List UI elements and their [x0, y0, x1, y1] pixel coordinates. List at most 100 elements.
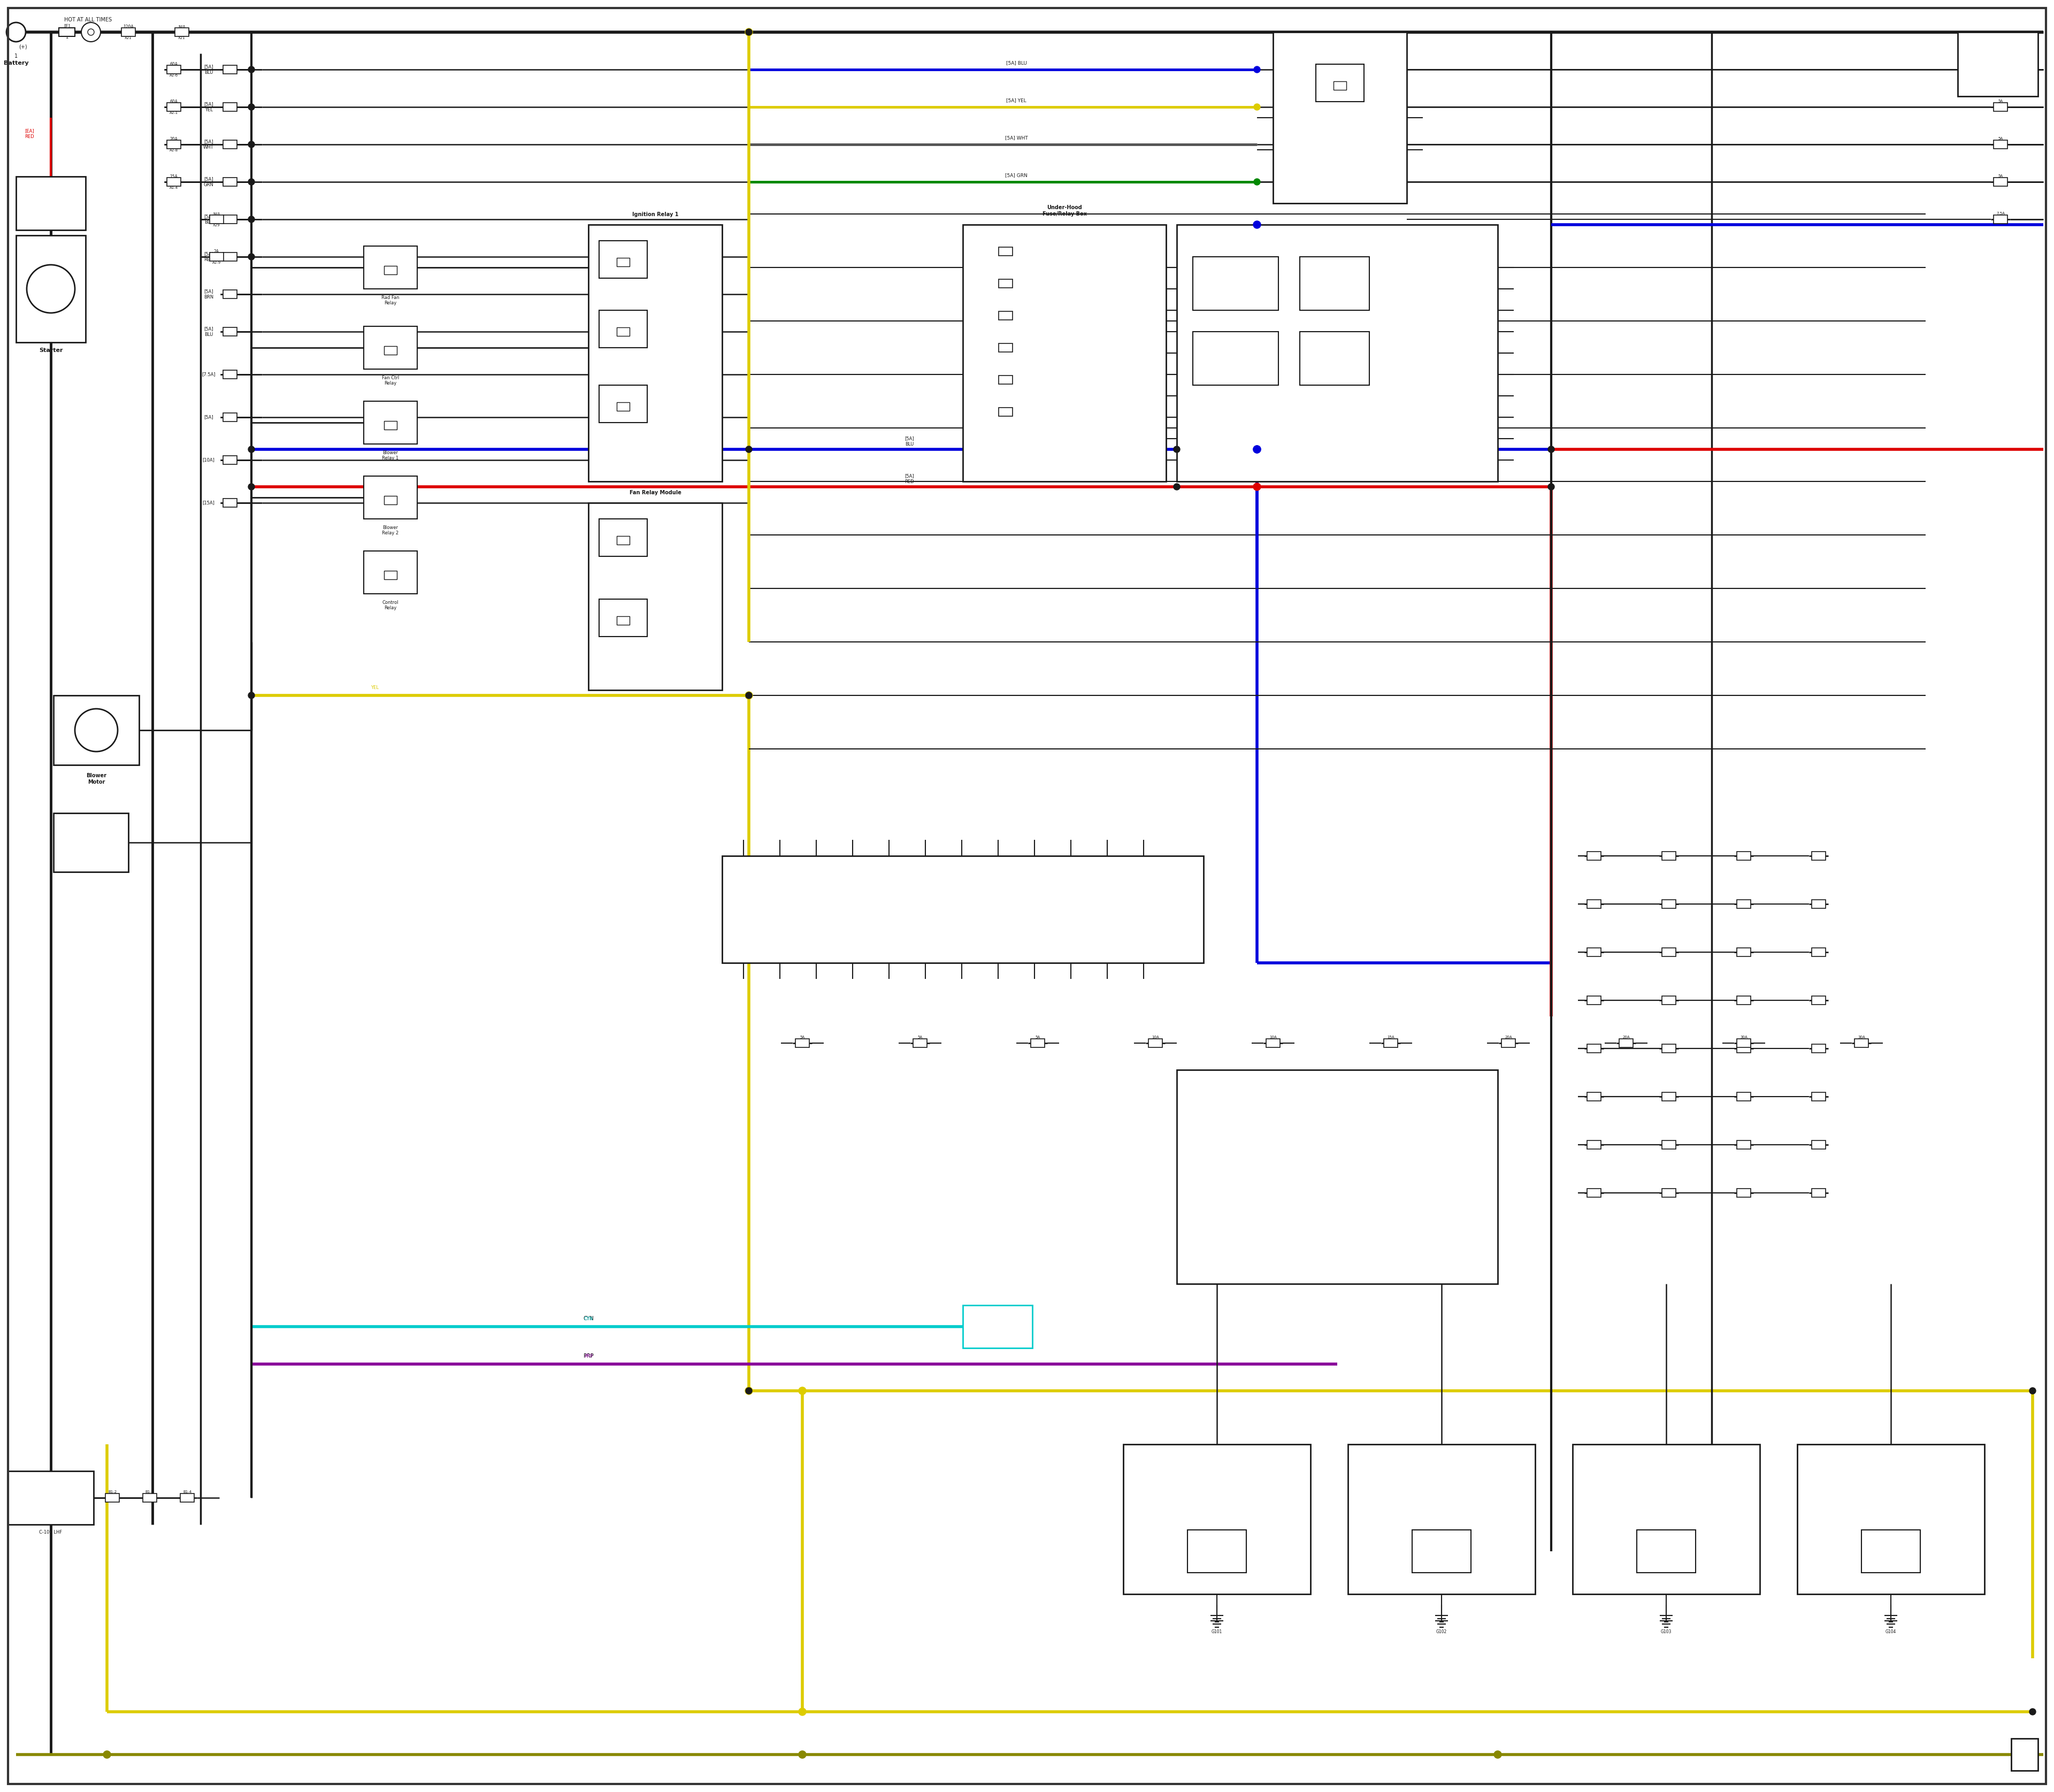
Circle shape — [249, 142, 255, 147]
Text: 5A: 5A — [799, 1036, 805, 1039]
Circle shape — [1549, 446, 1555, 453]
Text: [5A]
BLU: [5A] BLU — [203, 65, 214, 75]
Text: C305: C305 — [990, 1324, 1004, 1330]
Text: F6 40A: F6 40A — [998, 405, 1013, 409]
Bar — [1957, 32, 2038, 97]
Text: X29: X29 — [214, 224, 220, 228]
Circle shape — [1253, 446, 1261, 453]
Bar — [600, 520, 647, 556]
Bar — [616, 616, 631, 625]
Text: M: M — [90, 726, 101, 735]
Bar — [224, 140, 236, 149]
Text: G104: G104 — [1886, 1629, 1896, 1634]
Text: 10A: 10A — [1269, 1036, 1278, 1039]
Bar — [723, 857, 1204, 962]
Bar — [8, 1471, 94, 1525]
Text: [5A]: [5A] — [203, 414, 214, 419]
Text: Coil 1: Coil 1 — [1208, 1455, 1224, 1460]
Text: PCAH-F1: PCAH-F1 — [1325, 39, 1354, 45]
Text: G102: G102 — [1436, 1629, 1446, 1634]
Text: [5A]
BLU: [5A] BLU — [203, 326, 214, 337]
Bar — [1588, 1140, 1600, 1149]
Text: G
101: G 101 — [2021, 1738, 2029, 1749]
Circle shape — [746, 692, 752, 699]
Bar — [53, 814, 127, 873]
Bar — [224, 102, 236, 111]
Bar — [1662, 996, 1676, 1005]
Text: F5 15A: F5 15A — [998, 373, 1013, 376]
Text: Coil 3: Coil 3 — [1658, 1455, 1674, 1460]
Bar — [616, 536, 631, 545]
Text: Coil 4: Coil 4 — [1884, 1455, 1900, 1460]
Text: [5A]
BLU: [5A] BLU — [904, 435, 914, 446]
Text: 5A: 5A — [1999, 174, 2003, 177]
Bar — [105, 1493, 119, 1502]
Bar — [1031, 1039, 1045, 1047]
Circle shape — [6, 23, 25, 41]
Text: Spark
Plug: Spark Plug — [1210, 1546, 1224, 1557]
Text: GRN: GRN — [1413, 1167, 1423, 1172]
Circle shape — [1253, 446, 1261, 453]
Text: YEL: YEL — [370, 685, 378, 690]
Text: [7.5A]: [7.5A] — [201, 373, 216, 376]
Text: A1-4: A1-4 — [170, 186, 179, 190]
Text: EGR
Control: EGR Control — [1226, 353, 1245, 364]
Bar — [1861, 1530, 1920, 1573]
Text: Ignition
Relay 2: Ignition Relay 2 — [614, 355, 633, 364]
Bar — [1738, 851, 1750, 860]
Bar — [1662, 851, 1676, 860]
Text: Blower
Relay 1: Blower Relay 1 — [382, 450, 398, 461]
Bar — [914, 1039, 926, 1047]
Bar — [144, 1493, 156, 1502]
Bar — [600, 385, 647, 423]
Text: T1
1: T1 1 — [64, 29, 70, 39]
Bar — [998, 407, 1013, 416]
Bar — [600, 599, 647, 636]
Bar — [998, 344, 1013, 351]
Text: Fan Control
Relay: Fan Control Relay — [612, 643, 635, 654]
Circle shape — [1253, 484, 1261, 491]
Text: Relay 1: Relay 1 — [1331, 50, 1349, 56]
Bar — [1187, 1530, 1247, 1573]
Text: 5A: 5A — [1999, 100, 2003, 102]
Bar — [384, 265, 396, 274]
Text: [5A]
GRN: [5A] GRN — [203, 177, 214, 186]
Bar — [16, 177, 86, 229]
Text: Under-Hood
Fuse/Relay Box: Under-Hood Fuse/Relay Box — [1041, 204, 1087, 217]
Text: Speed
Sensor: Speed Sensor — [1327, 353, 1343, 364]
Bar — [384, 496, 396, 504]
Bar — [1812, 900, 1826, 909]
Bar — [1193, 332, 1278, 385]
Circle shape — [746, 692, 752, 699]
Bar — [224, 177, 236, 186]
Bar — [1662, 1188, 1676, 1197]
Text: C1: C1 — [1152, 265, 1158, 271]
Text: 5A: 5A — [1035, 1036, 1039, 1039]
Bar — [384, 572, 396, 579]
Bar — [1124, 1444, 1310, 1595]
Text: G101: G101 — [1212, 1629, 1222, 1634]
Text: 20A: 20A — [170, 136, 179, 142]
Bar — [1588, 900, 1600, 909]
Text: [5A] RED: [5A] RED — [631, 477, 653, 482]
Text: F1 15A: F1 15A — [998, 244, 1013, 249]
Circle shape — [1549, 484, 1555, 489]
Circle shape — [27, 265, 74, 314]
Bar — [1662, 1140, 1676, 1149]
Bar — [224, 290, 236, 299]
Bar — [998, 247, 1013, 256]
Text: CYN: CYN — [583, 1315, 594, 1321]
Bar — [1300, 332, 1370, 385]
Bar — [998, 376, 1013, 383]
Bar — [364, 550, 417, 593]
Text: Blower
Relay 2: Blower Relay 2 — [382, 525, 398, 536]
Bar — [364, 246, 417, 289]
Bar — [963, 224, 1167, 482]
Bar — [53, 695, 140, 765]
Bar — [1413, 1530, 1471, 1573]
Text: G103: G103 — [1662, 1629, 1672, 1634]
Circle shape — [1493, 1751, 1501, 1758]
Text: PRP: PRP — [583, 1353, 594, 1358]
Bar — [1588, 996, 1600, 1005]
Text: 7.5A: 7.5A — [1996, 211, 2005, 215]
